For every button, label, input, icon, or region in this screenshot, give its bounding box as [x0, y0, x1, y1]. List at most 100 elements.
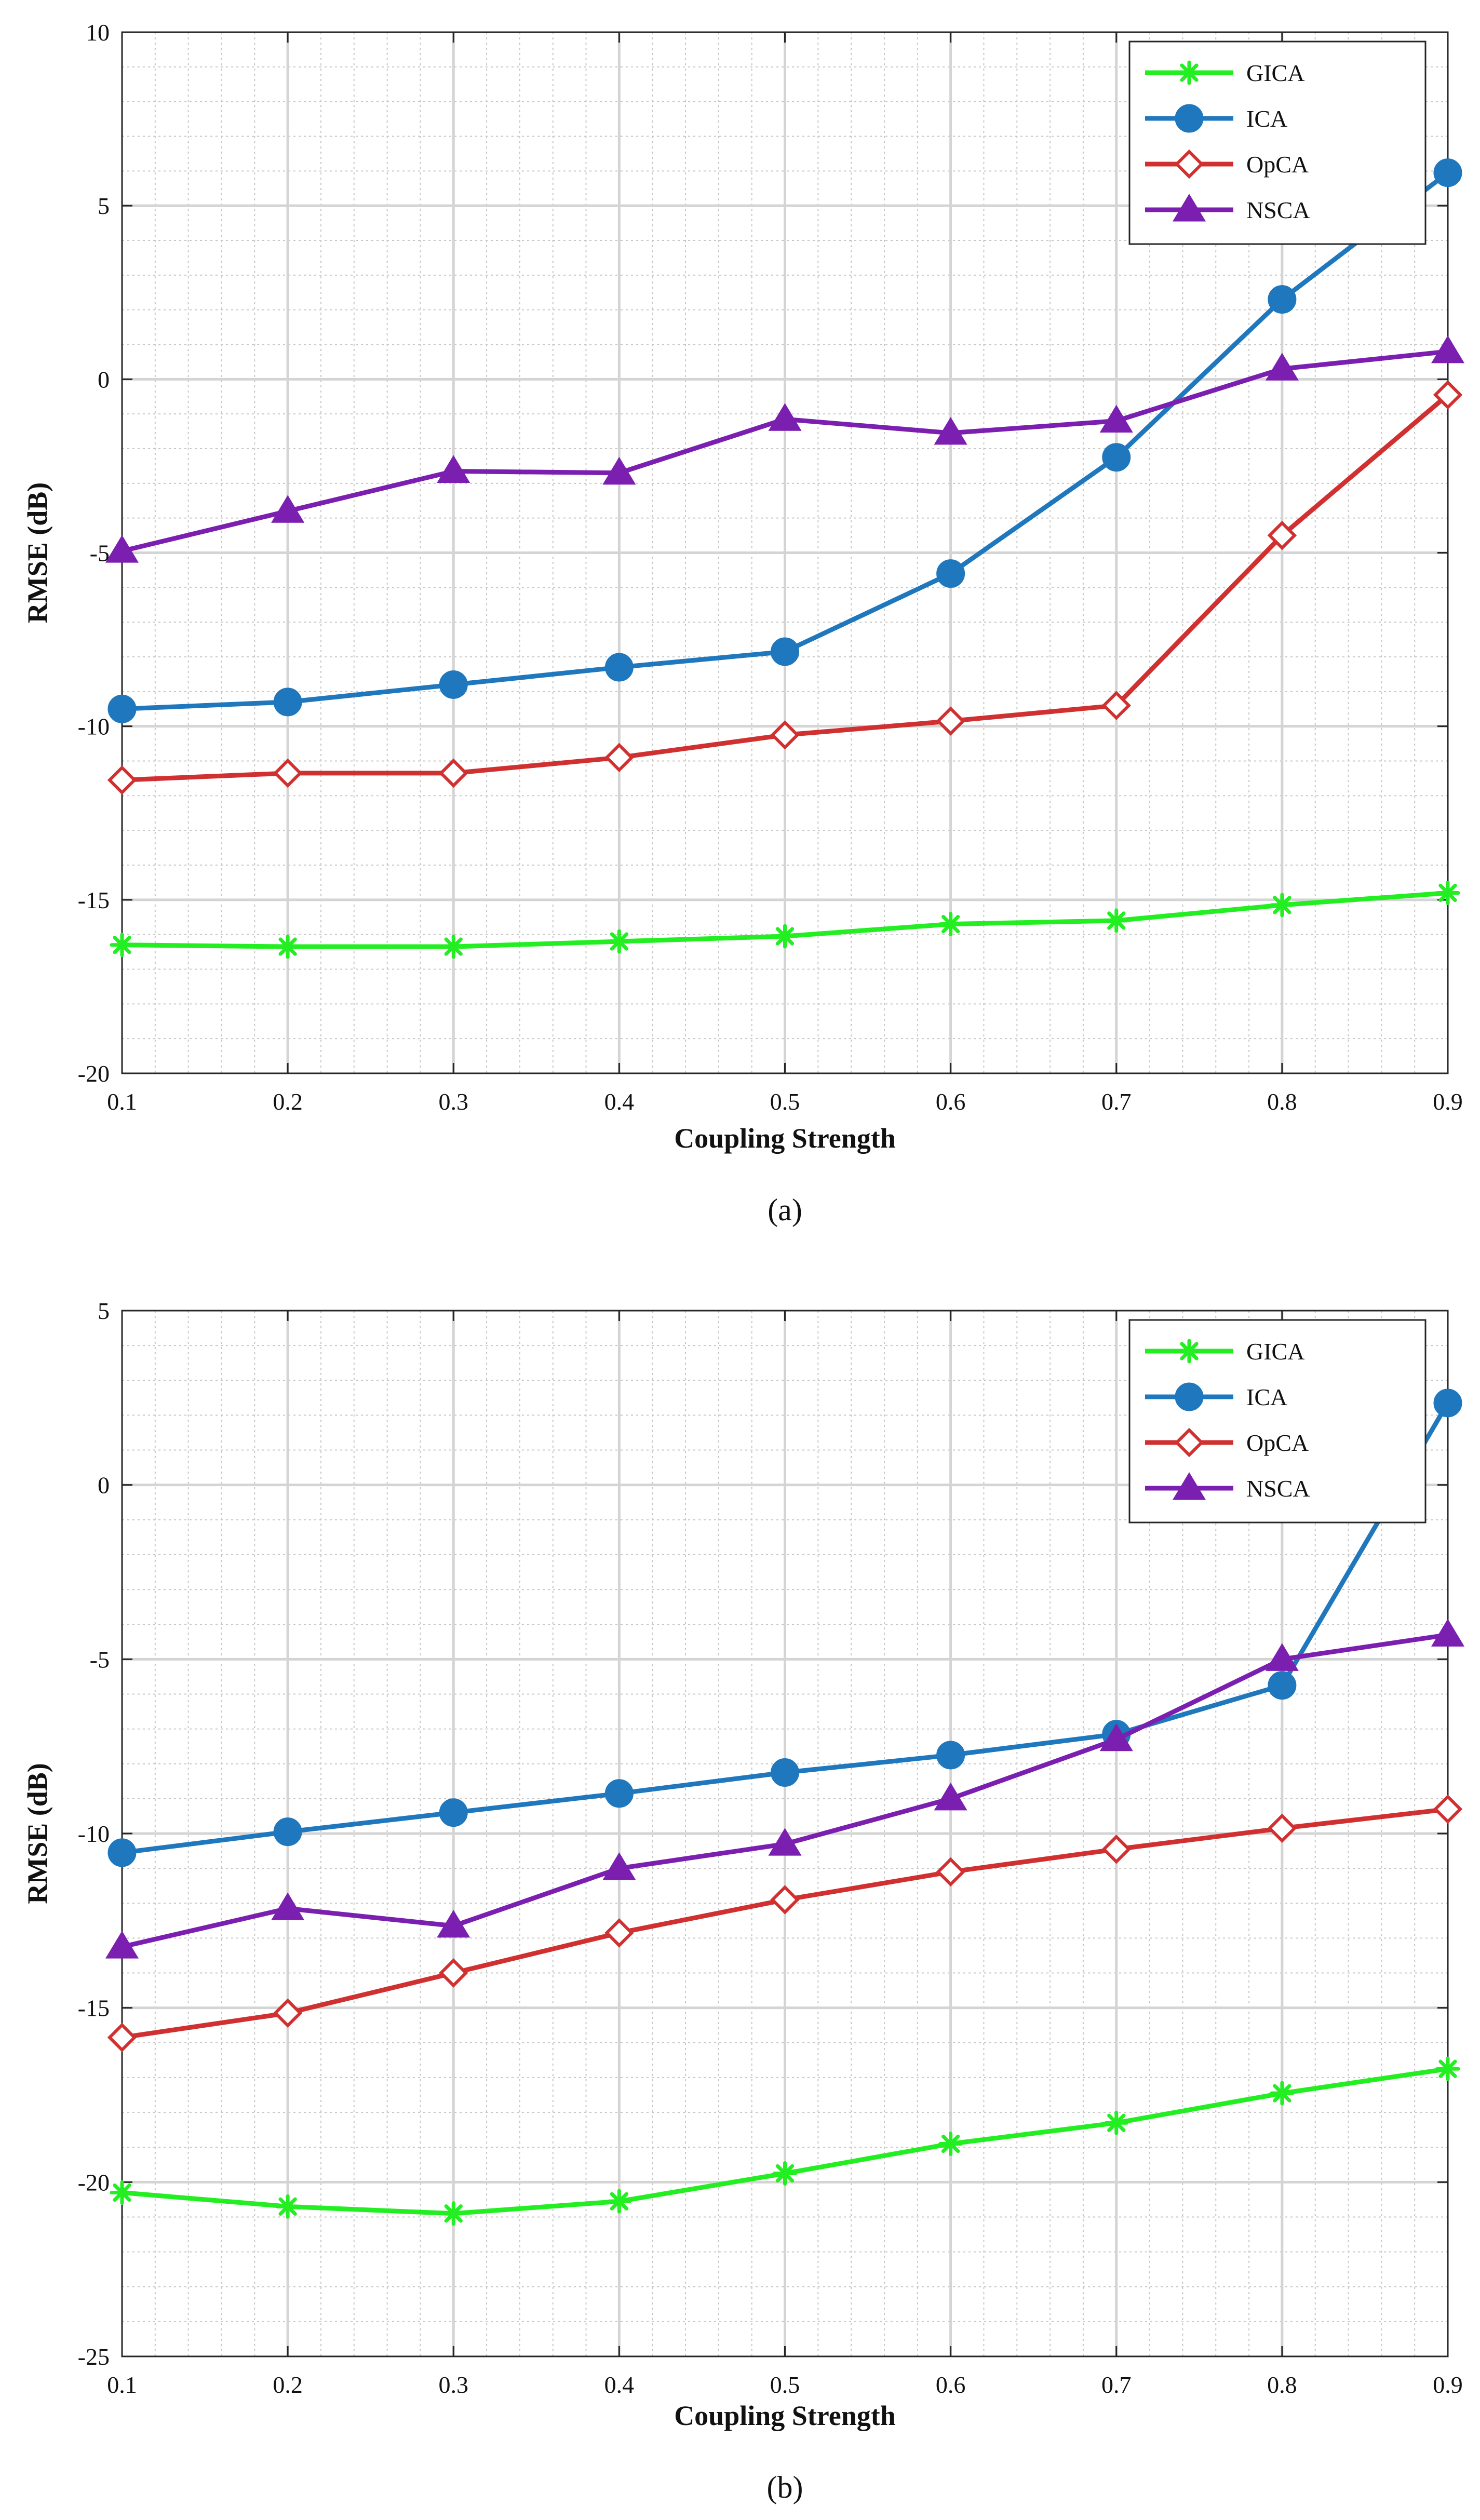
- data-point-nsca: [1099, 1723, 1133, 1751]
- data-point-nsca: [1265, 353, 1299, 381]
- chart-panel-b: 0.1 0.2 0.3 0.4 0.5 0.6 0.7 0.8 0.9 -25 -20 -15 -10 -…: [22, 1298, 1465, 2504]
- data-point-nsca: [271, 495, 305, 523]
- data-point-nsca: [437, 1909, 470, 1938]
- legend-marker: [1172, 1472, 1206, 1500]
- data-point-gica: [1435, 2056, 1460, 2081]
- legend-marker: [1174, 149, 1204, 179]
- x-tick-label: 0.9: [1433, 2371, 1463, 2398]
- data-point-opca: [439, 758, 468, 788]
- legend-marker: [1175, 1382, 1204, 1411]
- data-point-gica: [607, 2189, 631, 2214]
- data-point-gica: [1270, 893, 1295, 918]
- x-tick-label: 0.8: [1267, 1088, 1297, 1115]
- y-tick-label: 5: [98, 1298, 110, 1324]
- x-tick-label: 0.6: [936, 1088, 966, 1115]
- data-point-ica: [936, 1741, 965, 1770]
- legend-label: GICA: [1246, 60, 1304, 86]
- x-tick-label: 0.9: [1433, 1088, 1463, 1115]
- data-point-gica: [441, 934, 466, 959]
- x-axis-label: Coupling Strength: [674, 1123, 896, 1154]
- series-ica: [107, 158, 1462, 723]
- data-point-nsca: [1431, 1619, 1465, 1647]
- data-point-opca: [1433, 1794, 1463, 1824]
- x-tick-label: 0.3: [439, 2371, 469, 2398]
- legend-marker: [1177, 60, 1202, 85]
- legend-label: ICA: [1246, 105, 1287, 132]
- y-tick-label: -25: [78, 2343, 110, 2370]
- data-point-opca: [107, 765, 137, 795]
- legend-label: ICA: [1246, 1384, 1287, 1410]
- x-tick-label: 0.4: [604, 1088, 635, 1115]
- x-tick-label: 0.7: [1101, 1088, 1132, 1115]
- data-point-nsca: [105, 1931, 139, 1959]
- data-point-opca: [604, 1918, 634, 1948]
- chart-panel-a: 0.1 0.2 0.3 0.4 0.5 0.6 0.7 0.8 0.9-20-15-10-505…: [22, 19, 1465, 1227]
- data-point-opca: [936, 1857, 965, 1887]
- data-point-gica: [1104, 908, 1129, 933]
- legend-label: NSCA: [1246, 1475, 1310, 1502]
- y-tick-label: -10: [78, 1821, 110, 1847]
- data-point-nsca: [768, 403, 802, 431]
- legend-label: OpCA: [1246, 1430, 1309, 1456]
- data-point-nsca: [768, 1828, 802, 1856]
- legend-label: GICA: [1246, 1338, 1304, 1365]
- data-point-gica: [938, 2131, 963, 2156]
- legend-label: NSCA: [1246, 197, 1310, 223]
- data-point-ica: [936, 559, 965, 588]
- data-point-gica: [1270, 2081, 1295, 2106]
- data-point-gica: [773, 924, 797, 949]
- data-point-nsca: [1099, 405, 1133, 433]
- data-point-gica: [1435, 880, 1460, 905]
- data-point-ica: [273, 1817, 302, 1847]
- data-point-ica: [604, 653, 634, 682]
- legend-label: OpCA: [1246, 151, 1309, 178]
- y-axis-label: RMSE (dB): [22, 1763, 53, 1904]
- data-point-opca: [1433, 380, 1463, 410]
- x-tick-label: 0.2: [273, 1088, 303, 1115]
- data-point-opca: [936, 706, 965, 736]
- y-tick-label: 10: [86, 19, 110, 46]
- data-point-nsca: [271, 1892, 305, 1920]
- data-point-ica: [1433, 158, 1462, 187]
- x-tick-label: 0.6: [936, 2371, 966, 2398]
- data-point-opca: [107, 2023, 137, 2052]
- x-tick-label: 0.3: [439, 1088, 469, 1115]
- data-point-gica: [773, 2161, 797, 2186]
- x-tick-label: 0.1: [107, 2371, 137, 2398]
- data-point-gica: [275, 934, 300, 959]
- data-point-opca: [770, 1885, 800, 1915]
- data-point-nsca: [105, 535, 139, 563]
- x-tick-label: 0.8: [1267, 2371, 1297, 2398]
- series-gica: [110, 880, 1460, 959]
- data-point-nsca: [934, 417, 967, 445]
- data-point-nsca: [1265, 1643, 1299, 1671]
- panel-caption: (a): [768, 1193, 802, 1227]
- data-point-gica: [110, 2180, 134, 2205]
- y-tick-label: -15: [78, 887, 110, 913]
- data-point-nsca: [437, 455, 470, 483]
- data-point-ica: [1268, 1671, 1297, 1700]
- series-gica: [110, 2056, 1460, 2226]
- data-point-ica: [604, 1779, 634, 1808]
- data-point-gica: [441, 2201, 466, 2226]
- legend-marker: [1175, 104, 1204, 133]
- series-nsca: [105, 1619, 1465, 1959]
- legend: GICA ICA OpCA NSCA: [1128, 1319, 1427, 1524]
- data-point-ica: [1433, 1389, 1462, 1418]
- legend-marker: [1174, 1427, 1204, 1458]
- data-point-gica: [275, 2194, 300, 2219]
- panel-caption: (b): [767, 2470, 803, 2504]
- series-opca: [107, 380, 1463, 795]
- x-tick-label: 0.5: [770, 2371, 800, 2398]
- data-point-ica: [771, 1758, 799, 1787]
- data-point-ica: [439, 1798, 468, 1827]
- data-point-opca: [1101, 1834, 1131, 1864]
- data-point-ica: [273, 688, 302, 717]
- y-axis-label: RMSE (dB): [22, 482, 53, 624]
- data-point-opca: [1267, 1813, 1297, 1843]
- data-point-opca: [604, 743, 634, 773]
- x-tick-label: 0.5: [770, 1088, 800, 1115]
- data-point-opca: [1101, 691, 1131, 720]
- y-tick-label: -5: [90, 1646, 110, 1673]
